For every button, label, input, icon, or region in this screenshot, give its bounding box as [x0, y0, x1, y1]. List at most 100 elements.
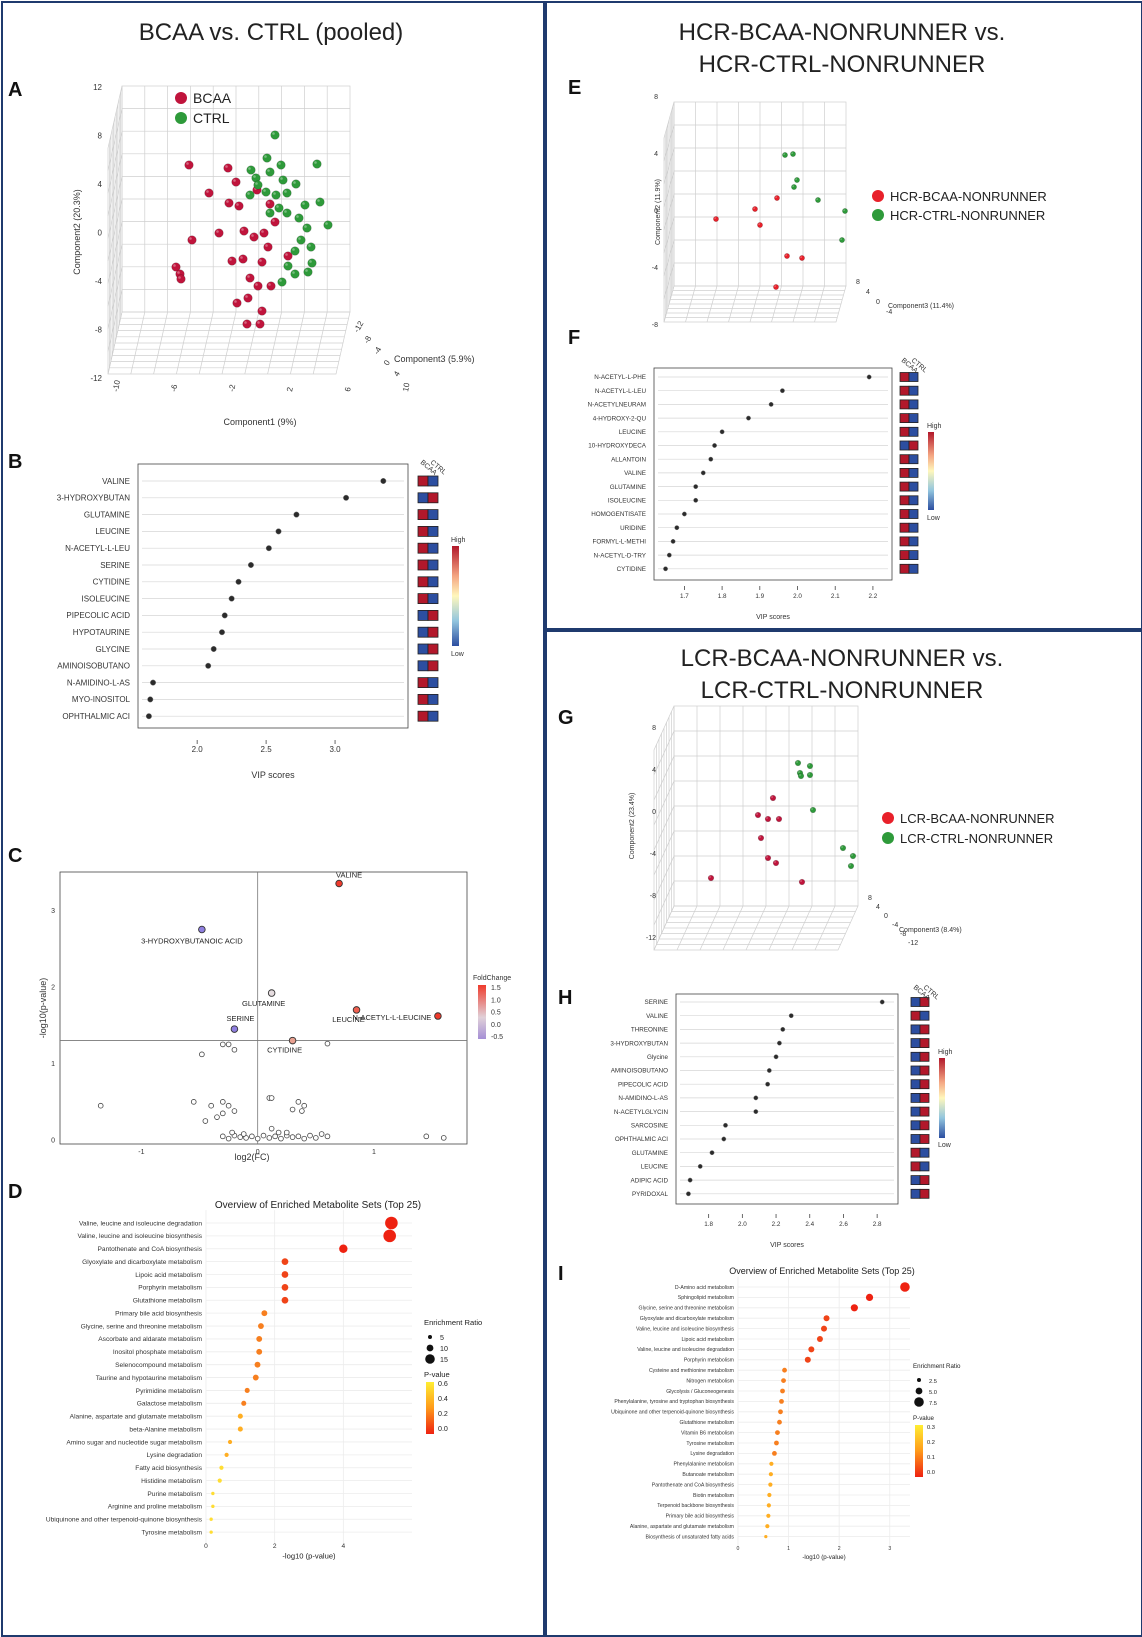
vip-row-label: FORMYL-L-METHI — [592, 539, 646, 546]
pca-a-point-bcaa-highlight — [233, 179, 236, 182]
pca-a-point-bcaa — [231, 177, 241, 187]
vip-heat-ctrl — [919, 1079, 930, 1090]
pca-e-point-bcaa-highlight — [785, 254, 787, 256]
vip-b-x-ticks: 2.0 2.5 3.0 — [192, 740, 341, 754]
legend-bcaa-label: BCAA — [193, 90, 232, 106]
vip-point — [780, 388, 785, 394]
enrich-row-label: Valine, leucine and isoleucine biosynthe… — [77, 1233, 202, 1240]
panel-letter-d: D — [8, 1181, 22, 1203]
vip-heat-ctrl — [427, 475, 439, 487]
vip-point — [293, 511, 300, 518]
enrich-point — [252, 1374, 259, 1381]
grid-line — [768, 905, 790, 951]
vip-b-frame — [137, 463, 409, 729]
pca-a-ztick: 4 — [392, 369, 402, 378]
volcano-point — [301, 1102, 308, 1109]
vip-heat-bcaa — [417, 677, 429, 688]
vip-point — [719, 429, 725, 435]
pca-a-point-bcaa — [234, 201, 244, 211]
panel-letter-b: B — [8, 451, 22, 473]
pca-g-point-ctrl-highlight — [849, 864, 851, 866]
pca-g-ztick: 0 — [884, 913, 888, 920]
enrichment-chart-d: Overview of Enriched Metabolite Sets (To… — [46, 1200, 482, 1561]
volcano-frame — [59, 871, 468, 1145]
enrich-point — [224, 1452, 229, 1457]
legend-hcr-ctrl-marker — [872, 209, 884, 221]
vip-row-label: N-ACETYL-D-TRY — [594, 552, 647, 559]
vip-point — [663, 566, 668, 572]
pca-a-point-ctrl — [296, 235, 306, 245]
vip-f-legend-high: High — [927, 423, 942, 430]
pca-a-point-bcaa — [257, 306, 267, 316]
enrich-row-label: Pantothenate and CoA biosynthesis — [652, 1482, 735, 1488]
pca-g-point-ctrl-highlight — [808, 764, 810, 766]
enrich-p-colorbar — [426, 1382, 434, 1434]
vip-f-colorbar — [928, 432, 934, 510]
vip-heat-bcaa — [899, 522, 910, 533]
enrich-row-label: Fatty acid biosynthesis — [135, 1465, 202, 1472]
pca-g-point-ctrl-highlight — [808, 773, 810, 775]
pca-g-point-bcaa-highlight — [774, 861, 776, 863]
pca-g-point-bcaa-highlight — [766, 817, 768, 819]
vip-heat-ctrl — [919, 1093, 930, 1103]
enrich-point — [244, 1387, 250, 1393]
enrich-point — [241, 1400, 247, 1406]
vip-f-legend-low: Low — [927, 515, 941, 522]
vip-h-frame — [675, 993, 899, 1205]
pca-g-point-bcaa — [764, 854, 772, 862]
vip-point — [746, 415, 751, 421]
pca-e-z-ticks: 840 -4 — [856, 279, 892, 316]
vip-heat-ctrl — [908, 399, 919, 410]
vip-row-label: N-AMIDINO-L-AS — [67, 678, 130, 687]
volcano-point-labeled — [434, 1012, 442, 1020]
enrich-row-label: Phenylalanine, tyrosine and tryptophan b… — [614, 1399, 734, 1405]
pca-a-point-bcaa-highlight — [240, 256, 243, 259]
vip-heat-bcaa — [417, 576, 429, 588]
volcano-point — [268, 1095, 275, 1101]
enrich-row-label: beta-Alanine metabolism — [129, 1426, 202, 1433]
vip-point — [670, 539, 676, 544]
vip-row-label: PYRIDOXAL — [632, 1191, 669, 1198]
vip-heat-bcaa — [899, 385, 910, 396]
pca-a-point-bcaa-highlight — [216, 230, 219, 233]
vip-h-x-ticks: 1.8 2.0 2.2 2.4 2.6 2.8 — [704, 1214, 882, 1228]
enrich-row-label: Pantothenate and CoA biosynthesis — [98, 1246, 203, 1253]
vip-heat-bcaa — [910, 1038, 921, 1048]
vip-point — [682, 511, 687, 517]
pca-e-point-ctrl — [842, 208, 848, 214]
enrich-row-label: Glycine, serine and threonine metabolism — [639, 1306, 734, 1312]
pca-a-ytick: 0 — [98, 229, 103, 238]
vip-heat-ctrl — [908, 522, 919, 533]
vip-point — [343, 494, 350, 501]
pca-a-point-bcaa-highlight — [257, 321, 260, 324]
pca-g-point-bcaa-highlight — [756, 813, 758, 815]
vip-heat-bcaa — [910, 997, 921, 1007]
pca-g-point-bcaa — [772, 859, 780, 867]
enrich-row-label: Alanine, aspartate and glutamate metabol… — [70, 1414, 203, 1421]
vip-heat-bcaa — [899, 563, 910, 574]
pca-a-point-ctrl — [306, 242, 316, 252]
pca-g-point-ctrl — [809, 806, 817, 814]
vip-heat-ctrl — [908, 413, 919, 424]
enrich-size-label: 2.5 — [929, 1379, 937, 1385]
vip-heat-bcaa — [899, 426, 910, 437]
volcano-point — [190, 1099, 197, 1105]
pca-a-ylabel: Component2 (20.3%) — [72, 189, 82, 275]
vip-row-label: PIPECOLIC ACID — [66, 611, 130, 620]
panel-letter-h: H — [558, 987, 572, 1009]
vip-chart-h: SERINE VALINE THREONINE 3-HYDROXYBUTAN Glyci… — [610, 984, 952, 1249]
vip-heat-ctrl — [427, 677, 439, 688]
volcano-point — [289, 1134, 296, 1140]
volcano-legend-tick: 0.0 — [491, 1022, 501, 1029]
vip-h-rows: SERINE VALINE THREONINE 3-HYDROXYBUTAN Glyci… — [610, 999, 894, 1198]
enrich-point — [281, 1258, 289, 1265]
vip-xtick-label: 2.6 — [839, 1221, 848, 1228]
left-panel-frame — [1, 1, 545, 1637]
pca-e-point-ctrl-highlight — [783, 153, 785, 155]
volcano-point — [220, 1110, 226, 1117]
pca-e-point-ctrl — [782, 152, 788, 158]
volcano-point — [249, 1133, 255, 1140]
pca-g-point-ctrl — [794, 759, 802, 767]
enrich-i-title: Overview of Enriched Metabolite Sets (To… — [729, 1266, 915, 1276]
grid-line — [107, 266, 123, 329]
